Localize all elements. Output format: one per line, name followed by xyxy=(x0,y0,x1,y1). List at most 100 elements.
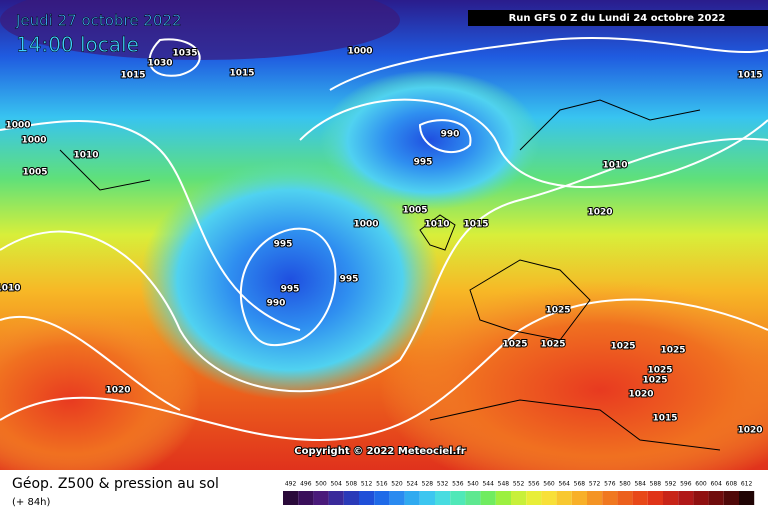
scale-label: 512 xyxy=(361,481,373,488)
scale-swatch xyxy=(389,491,405,505)
isobar-label: 1020 xyxy=(587,208,612,218)
scale-label: 540 xyxy=(467,481,479,488)
low-pressure xyxy=(320,70,540,210)
scale-swatch xyxy=(298,491,314,505)
scale-label: 496 xyxy=(300,481,312,488)
high-pressure xyxy=(0,310,200,490)
scale-label: 552 xyxy=(513,481,525,488)
isobar-label: 1025 xyxy=(647,366,672,376)
isobar-label: 1025 xyxy=(502,340,527,350)
scale-label: 560 xyxy=(543,481,555,488)
isobar-label: 990 xyxy=(441,130,460,140)
scale-label: 528 xyxy=(422,481,434,488)
scale-swatch xyxy=(480,491,496,505)
scale-label: 592 xyxy=(665,481,677,488)
scale-swatch xyxy=(617,491,633,505)
isobar-label: 990 xyxy=(267,299,286,309)
scale-swatch xyxy=(374,491,390,505)
scale-label: 544 xyxy=(482,481,494,488)
scale-swatch xyxy=(632,491,648,505)
high-pressure xyxy=(380,280,768,500)
isobar-label: 1020 xyxy=(628,390,653,400)
scale-label: 564 xyxy=(558,481,570,488)
scale-label: 556 xyxy=(528,481,540,488)
scale-label: 612 xyxy=(741,481,753,488)
scale-label: 608 xyxy=(726,481,738,488)
low-pressure xyxy=(140,160,440,400)
isobar-label: 1015 xyxy=(120,71,145,81)
scale-label: 600 xyxy=(695,481,707,488)
scale-label: 568 xyxy=(574,481,586,488)
isobar-label: 1010 xyxy=(602,161,627,171)
scale-label: 492 xyxy=(285,481,297,488)
isobar-label: 995 xyxy=(414,158,433,168)
scale-swatch xyxy=(343,491,359,505)
scale-swatch xyxy=(647,491,663,505)
isobar-label: 1010 xyxy=(424,220,449,230)
scale-label: 536 xyxy=(452,481,464,488)
scale-swatch xyxy=(602,491,618,505)
scale-label: 588 xyxy=(650,481,662,488)
scale-label: 504 xyxy=(330,481,342,488)
scale-swatch xyxy=(663,491,679,505)
scale-label: 532 xyxy=(437,481,449,488)
isobar-label: 1025 xyxy=(610,342,635,352)
isobar-label: 995 xyxy=(340,275,359,285)
scale-swatch xyxy=(404,491,420,505)
scale-swatch xyxy=(587,491,603,505)
scale-label: 604 xyxy=(710,481,722,488)
isobar-label: 1015 xyxy=(229,69,254,79)
isobar-label: 1005 xyxy=(402,206,427,216)
isobar-label: 1015 xyxy=(463,220,488,230)
legend-title: Géop. Z500 & pression au sol xyxy=(12,476,219,492)
scale-label: 596 xyxy=(680,481,692,488)
scale-swatch xyxy=(556,491,572,505)
scale-swatch xyxy=(723,491,739,505)
scale-swatch xyxy=(419,491,435,505)
isobar-label: 995 xyxy=(281,285,300,295)
scale-swatch xyxy=(328,491,344,505)
isobar-label: 1000 xyxy=(5,121,30,131)
isobar-label: 1025 xyxy=(545,306,570,316)
scale-swatch xyxy=(541,491,557,505)
isobar-label: 1030 xyxy=(147,59,172,69)
scale-swatch xyxy=(511,491,527,505)
isobar-label: 1005 xyxy=(22,168,47,178)
isobar-label: 1020 xyxy=(737,426,762,436)
isobar-label: 1025 xyxy=(540,340,565,350)
isobars xyxy=(0,36,768,442)
scale-label: 580 xyxy=(619,481,631,488)
scale-swatch xyxy=(359,491,375,505)
scale-label: 524 xyxy=(406,481,418,488)
scale-label: 584 xyxy=(634,481,646,488)
run-banner xyxy=(468,10,768,26)
scale-swatch xyxy=(495,491,511,505)
isobar-label: 1015 xyxy=(737,71,762,81)
scale-swatch xyxy=(283,491,299,505)
isobar-label: 995 xyxy=(274,240,293,250)
scale-swatch xyxy=(450,491,466,505)
isobar-label: 1020 xyxy=(105,386,130,396)
color-scale: 492 496 500 504 508 512 516 520 524 528 532 536 540 5… xyxy=(283,481,755,505)
scale-label: 516 xyxy=(376,481,388,488)
scale-label: 548 xyxy=(498,481,510,488)
run-info: Run GFS 0 Z du Lundi 24 octobre 2022 xyxy=(509,13,726,24)
scale-swatch xyxy=(435,491,451,505)
upper-low xyxy=(0,0,400,60)
scale-label: 520 xyxy=(391,481,403,488)
isobar-label: 1000 xyxy=(353,220,378,230)
copyright: Copyright © 2022 Meteociel.fr xyxy=(294,446,465,457)
scale-label: 572 xyxy=(589,481,601,488)
scale-swatch xyxy=(313,491,329,505)
isobar-label: 1000 xyxy=(347,47,372,57)
scale-swatch xyxy=(708,491,724,505)
legend-subtitle: (+ 84h) xyxy=(12,497,51,508)
scale-swatch xyxy=(678,491,694,505)
scale-label: 500 xyxy=(315,481,327,488)
scale-swatch xyxy=(571,491,587,505)
time: 14:00 locale xyxy=(16,33,139,57)
isobar-label: 1000 xyxy=(21,136,46,146)
isobar-label: 1015 xyxy=(652,414,677,424)
